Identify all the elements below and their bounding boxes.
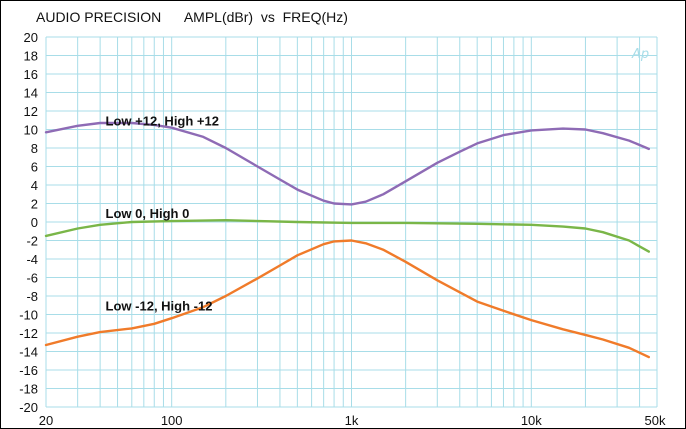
y-tick-label: 6 bbox=[31, 160, 38, 175]
x-tick-label: 20 bbox=[39, 413, 53, 428]
y-tick-label: 12 bbox=[24, 104, 38, 119]
header-measurement: AMPL(dBr) vs FREQ(Hz) bbox=[183, 9, 348, 25]
y-tick-label: -10 bbox=[19, 308, 38, 323]
y-tick-label: 0 bbox=[31, 215, 38, 230]
y-tick-label: 16 bbox=[24, 67, 38, 82]
y-tick-label: 18 bbox=[24, 49, 38, 64]
y-tick-label: -18 bbox=[19, 382, 38, 397]
y-tick-label: -2 bbox=[26, 234, 38, 249]
series-line-1 bbox=[44, 218, 650, 253]
y-tick-label: -14 bbox=[19, 345, 38, 360]
x-tick-label: 10k bbox=[521, 413, 542, 428]
series-label-1: Low 0, High 0 bbox=[106, 206, 190, 221]
y-tick-labels: 20181614121086420-2-4-6-8-10-12-14-16-18… bbox=[19, 30, 38, 415]
series-label-0: Low +12, High +12 bbox=[106, 113, 219, 128]
y-tick-label: 14 bbox=[24, 86, 38, 101]
response-curves bbox=[44, 121, 650, 359]
y-tick-label: 20 bbox=[24, 30, 38, 45]
curve-labels: Low +12, High +12 Low 0, High 0 Low -12, H… bbox=[106, 113, 219, 313]
series-line-2 bbox=[44, 239, 650, 359]
y-tick-label: -16 bbox=[19, 363, 38, 378]
x-tick-labels: 20 100 1k 10k 50k bbox=[39, 413, 666, 428]
ap-watermark: Ap bbox=[631, 47, 649, 62]
y-tick-label: 4 bbox=[31, 178, 38, 193]
chart-header: AUDIO PRECISION AMPL(dBr) vs FREQ(Hz) bbox=[36, 9, 348, 25]
x-tick-label: 50k bbox=[645, 413, 666, 428]
header-title: AUDIO PRECISION bbox=[36, 9, 162, 25]
y-tick-label: -20 bbox=[19, 400, 38, 415]
series-label-2: Low -12, High -12 bbox=[106, 298, 213, 313]
y-tick-label: -4 bbox=[26, 252, 38, 267]
y-tick-label: -6 bbox=[26, 271, 38, 286]
y-tick-label: -12 bbox=[19, 326, 38, 341]
grid bbox=[45, 36, 658, 408]
y-tick-label: -8 bbox=[26, 289, 38, 304]
y-tick-label: 8 bbox=[31, 141, 38, 156]
y-tick-label: 10 bbox=[24, 123, 38, 138]
series-line-0 bbox=[44, 121, 650, 206]
x-tick-label: 100 bbox=[161, 413, 183, 428]
x-tick-label: 1k bbox=[345, 413, 359, 428]
y-tick-label: 2 bbox=[31, 197, 38, 212]
